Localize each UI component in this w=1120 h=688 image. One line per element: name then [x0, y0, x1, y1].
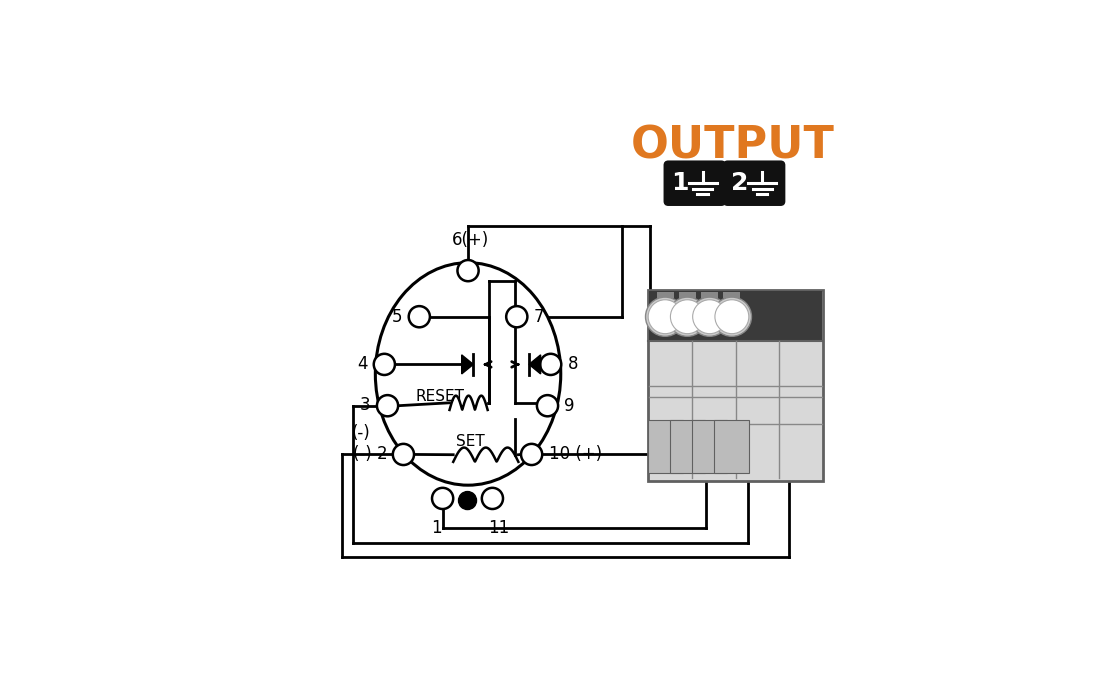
FancyBboxPatch shape — [724, 162, 784, 205]
Circle shape — [457, 260, 478, 281]
Circle shape — [536, 395, 558, 416]
Circle shape — [458, 491, 476, 510]
Text: 1: 1 — [431, 519, 441, 537]
Bar — [701, 292, 718, 298]
Circle shape — [482, 488, 503, 509]
Polygon shape — [529, 355, 541, 374]
Polygon shape — [461, 355, 474, 374]
Bar — [656, 292, 673, 298]
Bar — [692, 420, 727, 473]
Circle shape — [648, 300, 682, 334]
Bar — [650, 291, 822, 341]
Circle shape — [374, 354, 395, 375]
Circle shape — [409, 306, 430, 327]
Text: 2: 2 — [730, 171, 748, 195]
Circle shape — [393, 444, 414, 465]
Text: 7: 7 — [534, 308, 544, 325]
Circle shape — [521, 444, 542, 465]
Text: 3: 3 — [360, 396, 371, 414]
Circle shape — [690, 297, 729, 336]
Bar — [679, 292, 696, 298]
Circle shape — [506, 306, 528, 327]
Text: 11: 11 — [488, 519, 510, 537]
Circle shape — [645, 297, 684, 336]
Circle shape — [540, 354, 561, 375]
Text: 1: 1 — [671, 171, 689, 195]
Text: 5: 5 — [392, 308, 402, 325]
Bar — [670, 420, 704, 473]
Text: OUTPUT: OUTPUT — [631, 125, 834, 168]
Circle shape — [671, 300, 704, 334]
Text: 4: 4 — [357, 356, 367, 374]
Text: 6(+): 6(+) — [452, 231, 489, 250]
Text: (-): (-) — [352, 424, 371, 442]
Text: RESET: RESET — [416, 389, 464, 404]
Text: 9: 9 — [564, 397, 575, 415]
Text: (-) 2: (-) 2 — [353, 445, 388, 464]
Bar — [647, 420, 682, 473]
Bar — [715, 420, 749, 473]
Text: 8: 8 — [568, 356, 578, 374]
Circle shape — [712, 297, 752, 336]
Circle shape — [668, 297, 707, 336]
Circle shape — [715, 300, 749, 334]
FancyBboxPatch shape — [664, 162, 725, 205]
Circle shape — [377, 395, 398, 416]
Text: SET: SET — [456, 434, 485, 449]
Circle shape — [692, 300, 727, 334]
Ellipse shape — [375, 263, 561, 485]
Bar — [724, 292, 740, 298]
Bar — [648, 290, 823, 481]
Circle shape — [432, 488, 454, 509]
Text: 10 (+): 10 (+) — [549, 445, 601, 464]
